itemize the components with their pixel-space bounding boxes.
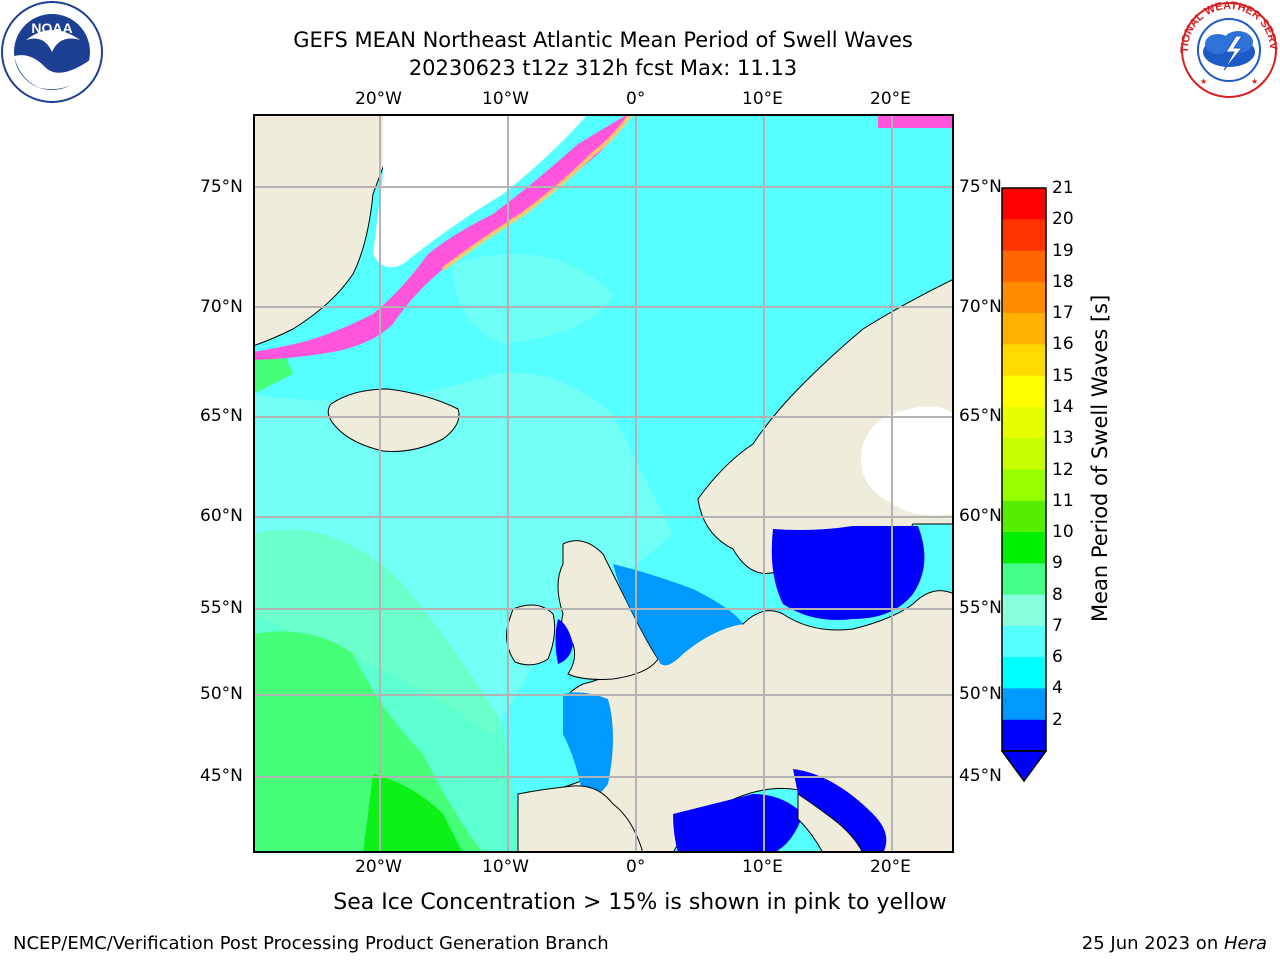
swell-green-sw [253,631,483,853]
top-lon-label: 20°W [355,89,402,109]
colorbar-segment [1002,500,1046,533]
italy-land [797,793,864,853]
irish-sea [555,619,573,664]
footer-date: 25 Jun 2023 on Hera [1082,933,1267,954]
colorbar-tick-label: 13 [1052,428,1074,449]
noaa-logo-text: NOAA [31,20,72,36]
colorbar-label: Mean Period of Swell Waves [s] [1088,294,1112,622]
colorbar-segment [1002,375,1046,408]
sea-ice-edge [441,114,633,271]
footer-machine: Hera [1223,933,1267,954]
colorbar-segment [1002,719,1046,752]
colorbar-tick-label: 6 [1052,647,1063,668]
left-lat-label: 50°N [200,684,243,704]
colorbar-segment [1002,313,1046,345]
swell-green-nw [253,350,293,394]
colorbar-segment [1002,688,1046,721]
colorbar-segment [1002,219,1046,252]
colorbar-segment [1002,406,1046,439]
right-lat-label: 45°N [959,766,1002,786]
great-britain-land [557,540,659,680]
swell-green-deep [363,774,463,853]
colorbar-segment [1002,563,1046,596]
bottom-lon-label: 20°E [870,857,911,877]
nws-logo: NATIONAL WEATHER SERVICE ★ ★ [1178,0,1279,98]
greenland-ice [373,114,588,268]
colorbar-tick-label: 19 [1052,240,1074,261]
colorbar-tick-label: 14 [1052,396,1074,417]
colorbar-segment [1002,250,1046,283]
colorbar-extend-arrow [1000,750,1048,783]
colorbar-tick-label: 20 [1052,209,1074,230]
left-lat-label: 65°N [200,406,243,426]
adriatic-sea [793,769,887,853]
colorbar-tick-label: 9 [1052,553,1063,574]
right-lat-label: 55°N [959,598,1002,618]
baltic-sea [771,526,925,620]
svg-text:★: ★ [1251,77,1258,86]
colorbar-segment [1002,344,1046,377]
colorbar-frame [1001,187,1047,752]
colorbar-tick-label: 8 [1052,584,1063,605]
colorbar-tick-label: 4 [1052,678,1063,699]
sea-ice-band [253,114,631,360]
right-lat-label: 65°N [959,406,1002,426]
colorbar-tick-label: 17 [1052,303,1074,324]
ireland-land [506,604,556,666]
colorbar-tick-label: 7 [1052,615,1063,636]
mediterranean-sea [673,794,803,853]
bottom-lon-label: 20°W [355,857,402,877]
swell-period-map [253,114,954,853]
footer-credit: NCEP/EMC/Verification Post Processing Pr… [13,933,609,954]
bottom-lon-label: 10°E [742,857,783,877]
footer-date-text: 25 Jun 2023 on [1081,933,1224,954]
top-lon-label: 20°E [870,89,911,109]
map-subtitle: 20230623 t12z 312h fcst Max: 11.13 [408,56,798,80]
colorbar-segment [1002,188,1046,220]
iceland-land [327,388,460,452]
colorbar-segment [1002,625,1046,658]
right-lat-label: 70°N [959,297,1002,317]
colorbar-segment [1002,281,1046,314]
sea-ice-note: Sea Ice Concentration > 15% is shown in … [333,890,947,915]
left-lat-label: 60°N [200,506,243,526]
colorbar-tick-label: 18 [1052,271,1074,292]
left-lat-label: 70°N [200,297,243,317]
north-sea [613,564,743,666]
colorbar-segment [1002,438,1046,470]
bay-of-biscay [563,692,613,800]
colorbar-segment [1002,532,1046,564]
map-title: GEFS MEAN Northeast Atlantic Mean Period… [293,28,913,52]
colorbar-tick-label: 2 [1052,709,1063,730]
right-lat-label: 50°N [959,684,1002,704]
sea-ice-svalbard [878,114,954,128]
noaa-logo: NOAA [1,1,103,103]
colorbar-tick-label: 11 [1052,490,1074,511]
graticule [253,114,954,853]
top-lon-label: 0° [626,89,646,109]
bottom-lon-label: 10°W [482,857,529,877]
colorbar-tick-label: 10 [1052,522,1074,543]
colorbar-tick-label: 16 [1052,334,1074,355]
left-lat-label: 75°N [200,177,243,197]
finland-lakes [861,406,954,516]
swell-band-7to8-north [453,254,613,344]
left-lat-label: 45°N [200,766,243,786]
right-lat-label: 60°N [959,506,1002,526]
colorbar-segment [1002,594,1046,627]
bottom-lon-label: 0° [626,857,646,877]
colorbar-segment [1002,657,1046,689]
colorbar-tick-label: 12 [1052,459,1074,480]
colorbar-tick-label: 21 [1052,178,1074,198]
colorbar-segment [1002,469,1046,502]
map-frame [253,114,954,853]
colorbar-tick-label: 15 [1052,365,1074,386]
top-lon-label: 10°E [742,89,783,109]
right-lat-label: 75°N [959,177,1002,197]
colorbar [1000,187,1048,783]
left-lat-label: 55°N [200,598,243,618]
svg-text:★: ★ [1200,77,1207,86]
top-lon-label: 10°W [482,89,529,109]
